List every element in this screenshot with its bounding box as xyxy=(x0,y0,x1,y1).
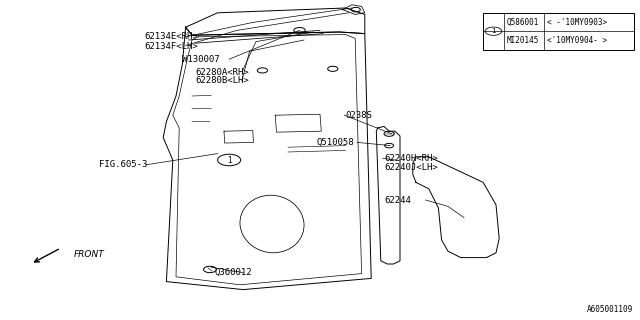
Text: Q510058: Q510058 xyxy=(317,138,355,147)
Text: 62280B<LH>: 62280B<LH> xyxy=(195,76,249,85)
Text: 62134E<RH>: 62134E<RH> xyxy=(144,32,198,41)
Text: 62134F<LH>: 62134F<LH> xyxy=(144,42,198,51)
Text: 1: 1 xyxy=(491,28,496,34)
Text: < -'10MY0903>: < -'10MY0903> xyxy=(547,18,607,27)
Text: <'10MY0904- >: <'10MY0904- > xyxy=(547,36,607,45)
Text: 62244: 62244 xyxy=(384,196,411,204)
Text: 1: 1 xyxy=(227,156,232,164)
Text: 62280A<RH>: 62280A<RH> xyxy=(195,68,249,76)
Text: 62240H<RH>: 62240H<RH> xyxy=(384,154,438,163)
Text: MI20145: MI20145 xyxy=(506,36,539,45)
Text: W130007: W130007 xyxy=(182,55,220,64)
Text: 62240J<LH>: 62240J<LH> xyxy=(384,163,438,172)
Text: A605001109: A605001109 xyxy=(588,305,634,314)
Text: 0238S: 0238S xyxy=(346,111,372,120)
Text: FIG.605-3: FIG.605-3 xyxy=(99,160,148,169)
Text: Q360012: Q360012 xyxy=(214,268,252,277)
Text: Q586001: Q586001 xyxy=(506,18,539,27)
Text: FRONT: FRONT xyxy=(74,250,104,259)
